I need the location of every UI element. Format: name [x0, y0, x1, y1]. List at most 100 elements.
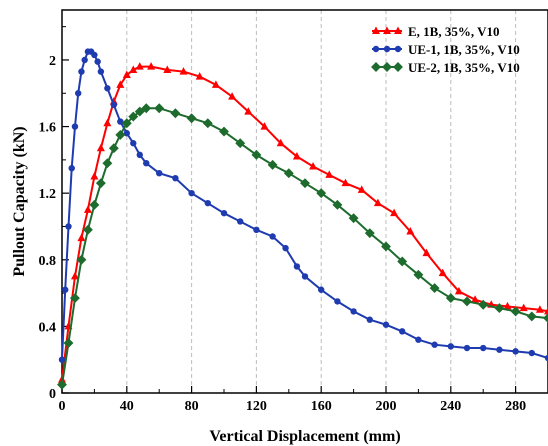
data-point	[447, 343, 454, 350]
x-axis-label: Vertical Displacement (mm)	[209, 428, 400, 445]
data-point	[406, 226, 415, 235]
data-point	[220, 209, 228, 217]
data-point	[454, 286, 463, 295]
data-point	[399, 328, 406, 335]
data-point	[90, 172, 99, 180]
data-point	[309, 162, 318, 170]
legend: E, 1B, 35%, V10 UE-1, 1B, 35%, V10 UE-2, 1…	[371, 24, 520, 75]
data-point	[496, 346, 503, 353]
data-point	[348, 213, 359, 224]
data-point	[544, 306, 548, 315]
data-point	[204, 199, 211, 207]
data-point	[237, 218, 244, 225]
data-point	[115, 129, 126, 140]
data-point	[325, 170, 334, 178]
y-axis-label: Pullout Capacity (kN)	[11, 126, 28, 276]
data-point	[526, 311, 537, 322]
data-point	[431, 341, 438, 348]
axis-ticks: 0 40 80 120 160 200 240 280 0 0.4 0.8 1.2 1.6 2	[39, 26, 526, 414]
data-point	[77, 233, 86, 242]
legend-marker	[394, 26, 402, 34]
data-point	[422, 248, 431, 257]
data-point	[397, 256, 408, 267]
data-point	[130, 140, 137, 147]
data-point	[195, 72, 204, 80]
data-point	[102, 158, 113, 169]
data-point	[334, 298, 341, 305]
x-tick-label: 40	[120, 399, 134, 414]
series-line	[61, 50, 548, 360]
data-point	[300, 178, 310, 189]
data-point	[512, 348, 519, 355]
data-point	[78, 68, 85, 75]
data-point	[301, 273, 309, 280]
data-point	[147, 62, 156, 70]
legend-marker	[372, 26, 380, 34]
data-point	[91, 51, 98, 59]
data-point	[122, 70, 131, 78]
data-point	[82, 224, 93, 235]
data-point	[136, 151, 143, 159]
y-tick-label: 0	[49, 387, 56, 402]
data-point	[535, 305, 544, 313]
data-point	[128, 111, 139, 122]
data-point	[438, 268, 447, 277]
data-point	[373, 198, 382, 207]
data-point	[81, 56, 88, 64]
data-point	[68, 164, 75, 172]
y-tick-label: 0.4	[39, 320, 57, 335]
series-3	[57, 103, 548, 390]
data-point	[260, 122, 269, 130]
data-point	[382, 321, 390, 328]
data-point	[283, 168, 294, 179]
data-point	[503, 301, 512, 310]
data-point	[357, 185, 366, 193]
data-point	[83, 205, 92, 213]
data-point	[63, 338, 74, 348]
data-point	[143, 160, 150, 167]
data-point	[445, 293, 456, 304]
legend-marker	[382, 62, 392, 72]
x-tick-label: 200	[376, 399, 397, 414]
data-point	[480, 344, 487, 352]
data-point	[510, 306, 521, 317]
data-point	[70, 271, 79, 280]
data-point	[65, 223, 72, 230]
data-point	[108, 143, 119, 154]
legend-label: E, 1B, 35%, V10	[408, 24, 500, 39]
data-point	[110, 101, 118, 109]
x-tick-label: 120	[246, 399, 267, 414]
data-point	[381, 241, 391, 252]
data-point	[282, 244, 289, 252]
x-tick-label: 0	[59, 399, 66, 414]
legend-item-1: E, 1B, 35%, V10	[372, 24, 500, 39]
data-point	[179, 67, 188, 75]
data-point	[316, 188, 327, 199]
data-point	[543, 313, 548, 324]
data-point	[341, 178, 350, 187]
data-point	[62, 286, 69, 293]
data-point	[219, 126, 229, 137]
legend-marker	[372, 45, 380, 53]
data-point	[186, 113, 197, 124]
data-point	[104, 85, 111, 92]
data-point	[95, 178, 106, 189]
legend-marker	[383, 45, 391, 53]
data-point	[235, 138, 246, 149]
data-point	[364, 228, 375, 239]
legend-marker	[383, 26, 391, 34]
data-point	[269, 233, 276, 240]
data-point	[478, 299, 489, 310]
series-2	[58, 48, 548, 363]
data-point	[116, 80, 125, 88]
data-point	[415, 336, 422, 343]
plot-frame	[61, 9, 548, 394]
data-point	[293, 263, 301, 270]
data-point	[97, 68, 105, 75]
data-point	[71, 123, 79, 130]
data-point	[366, 316, 373, 323]
data-point	[390, 208, 399, 217]
data-point	[528, 349, 535, 357]
legend-label: UE-1, 1B, 35%, V10	[408, 42, 520, 57]
data-point	[96, 143, 105, 152]
